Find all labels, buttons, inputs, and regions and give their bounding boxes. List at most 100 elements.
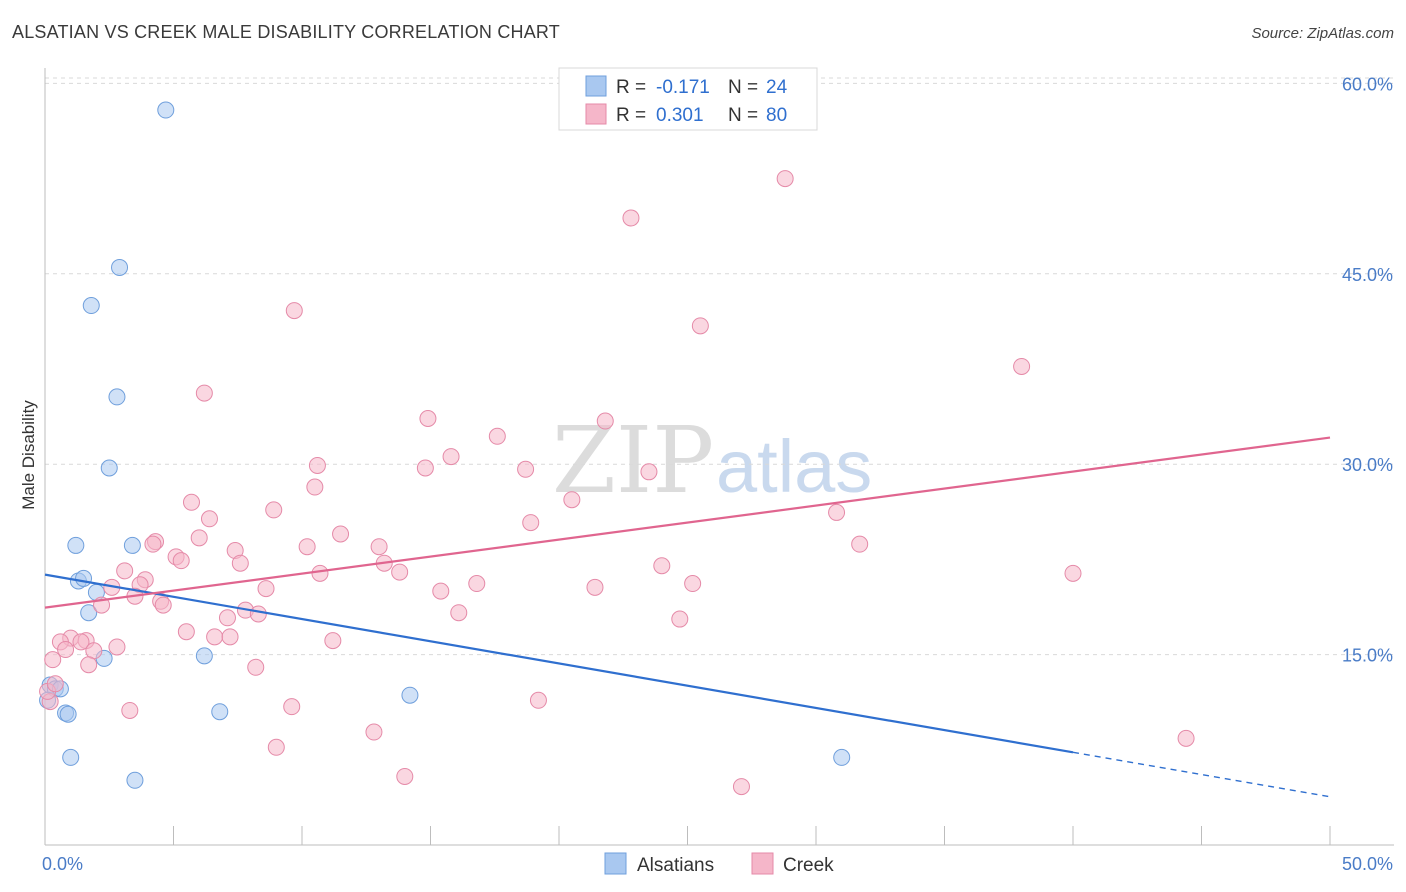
gridlines [45, 77, 1394, 656]
creek-point-1 [622, 209, 640, 227]
creek-point-37 [116, 562, 134, 580]
tick-labels: 15.0% 30.0% 45.0% 60.0% 0.0% 50.0% [42, 74, 1393, 874]
alsatians-point-2 [82, 297, 100, 315]
creek-point-24 [144, 535, 162, 553]
creek-point-15 [182, 493, 200, 511]
legend-bottom-swatch-alsatians [604, 852, 627, 875]
alsatians-trend-extension [1072, 751, 1331, 798]
creek-point-5 [195, 384, 213, 402]
legend-swatch-alsatians [585, 75, 607, 97]
creek-point-71 [121, 701, 139, 719]
creek-point-9 [308, 456, 326, 474]
creek-point-52 [450, 604, 468, 622]
alsatians-point-0 [157, 101, 175, 119]
alsatians-point-6 [123, 536, 141, 554]
creek-point-68 [247, 658, 265, 676]
creek-point-70 [283, 698, 301, 716]
legend-n-value-1: 24 [766, 77, 788, 98]
creek-point-57 [221, 628, 239, 646]
creek-point-79 [46, 675, 64, 693]
alsatians-point-22 [126, 771, 144, 789]
creek-point-17 [563, 491, 581, 509]
creek-point-40 [468, 575, 486, 593]
creek-point-77 [732, 778, 750, 796]
creek-point-51 [249, 605, 267, 623]
creek-point-3 [691, 317, 709, 335]
creek-point-19 [522, 514, 540, 532]
creek-point-33 [653, 557, 671, 575]
creek-point-76 [396, 767, 414, 785]
alsatians-trend-line [44, 573, 1074, 754]
creek-point-18 [200, 510, 218, 528]
x-tick-label-1: 50.0% [1342, 854, 1393, 874]
creek-point-58 [324, 632, 342, 650]
creek-point-67 [80, 656, 98, 674]
creek-point-36 [311, 564, 329, 582]
creek-point-16 [265, 501, 283, 519]
creek-point-6 [419, 409, 437, 427]
y-tick-label-0: 15.0% [1342, 646, 1393, 666]
legend-n-label-1: N = [728, 77, 758, 98]
creek-point-35 [391, 563, 409, 581]
alsatians-point-18 [59, 705, 77, 723]
legend-bottom: Alsatians Creek [604, 852, 834, 876]
creek-point-11 [442, 448, 460, 466]
creek-point-62 [72, 633, 90, 651]
legend-r-value-2: 0.301 [656, 105, 704, 126]
creek-point-34 [1064, 564, 1082, 582]
alsatians-point-4 [100, 459, 118, 477]
watermark-atlas: atlas [716, 425, 872, 508]
creek-point-10 [416, 459, 434, 477]
x-tick-label-0: 0.0% [42, 854, 83, 874]
y-tick-label-2: 45.0% [1342, 265, 1393, 285]
alsatians-point-10 [80, 604, 98, 622]
alsatians-point-5 [67, 536, 85, 554]
legend-swatch-creek [585, 103, 607, 125]
alsatians-point-8 [75, 569, 93, 587]
y-axis-label: Male Disability [19, 400, 38, 510]
legend-n-label-2: N = [728, 105, 758, 126]
creek-point-41 [684, 575, 702, 593]
creek-point-75 [1177, 729, 1195, 747]
trend-lines [44, 436, 1331, 798]
legend-bottom-label-alsatians: Alsatians [637, 855, 714, 876]
creek-point-22 [828, 503, 846, 521]
creek-point-42 [586, 578, 604, 596]
creek-point-32 [231, 554, 249, 572]
creek-point-69 [529, 691, 547, 709]
creek-point-64 [57, 641, 75, 659]
creek-point-14 [306, 478, 324, 496]
creek-point-8 [488, 427, 506, 445]
legend-r-value-1: -0.171 [656, 77, 710, 98]
alsatians-point-19 [211, 703, 229, 721]
creek-point-7 [596, 412, 614, 430]
creek-point-55 [177, 623, 195, 641]
legend-r-label-1: R = [616, 77, 646, 98]
axes [44, 68, 1394, 846]
alsatians-point-12 [195, 647, 213, 665]
legend-top: R = -0.171 N = 24 R = 0.301 N = 80 [558, 67, 818, 131]
creek-point-63 [108, 638, 126, 656]
creek-point-54 [218, 609, 236, 627]
alsatians-point-21 [62, 748, 80, 766]
creek-point-4 [1013, 357, 1031, 375]
creek-point-73 [365, 723, 383, 741]
creek-point-12 [517, 460, 535, 478]
y-tick-label-3: 60.0% [1342, 74, 1393, 94]
alsatians-point-20 [401, 686, 419, 704]
creek-point-21 [190, 529, 208, 547]
alsatians-point-1 [111, 258, 129, 276]
creek-point-26 [298, 538, 316, 556]
creek-point-56 [206, 628, 224, 646]
legend-bottom-swatch-creek [751, 852, 774, 875]
creek-point-66 [44, 651, 62, 669]
creek-point-0 [776, 170, 794, 188]
creek-point-49 [154, 596, 172, 614]
creek-point-45 [432, 582, 450, 600]
creek-trend-line [44, 436, 1331, 609]
source-credit: Source: ZipAtlas.com [1251, 25, 1394, 42]
legend-r-label-2: R = [616, 105, 646, 126]
creek-point-44 [257, 580, 275, 598]
creek-point-74 [267, 738, 285, 756]
